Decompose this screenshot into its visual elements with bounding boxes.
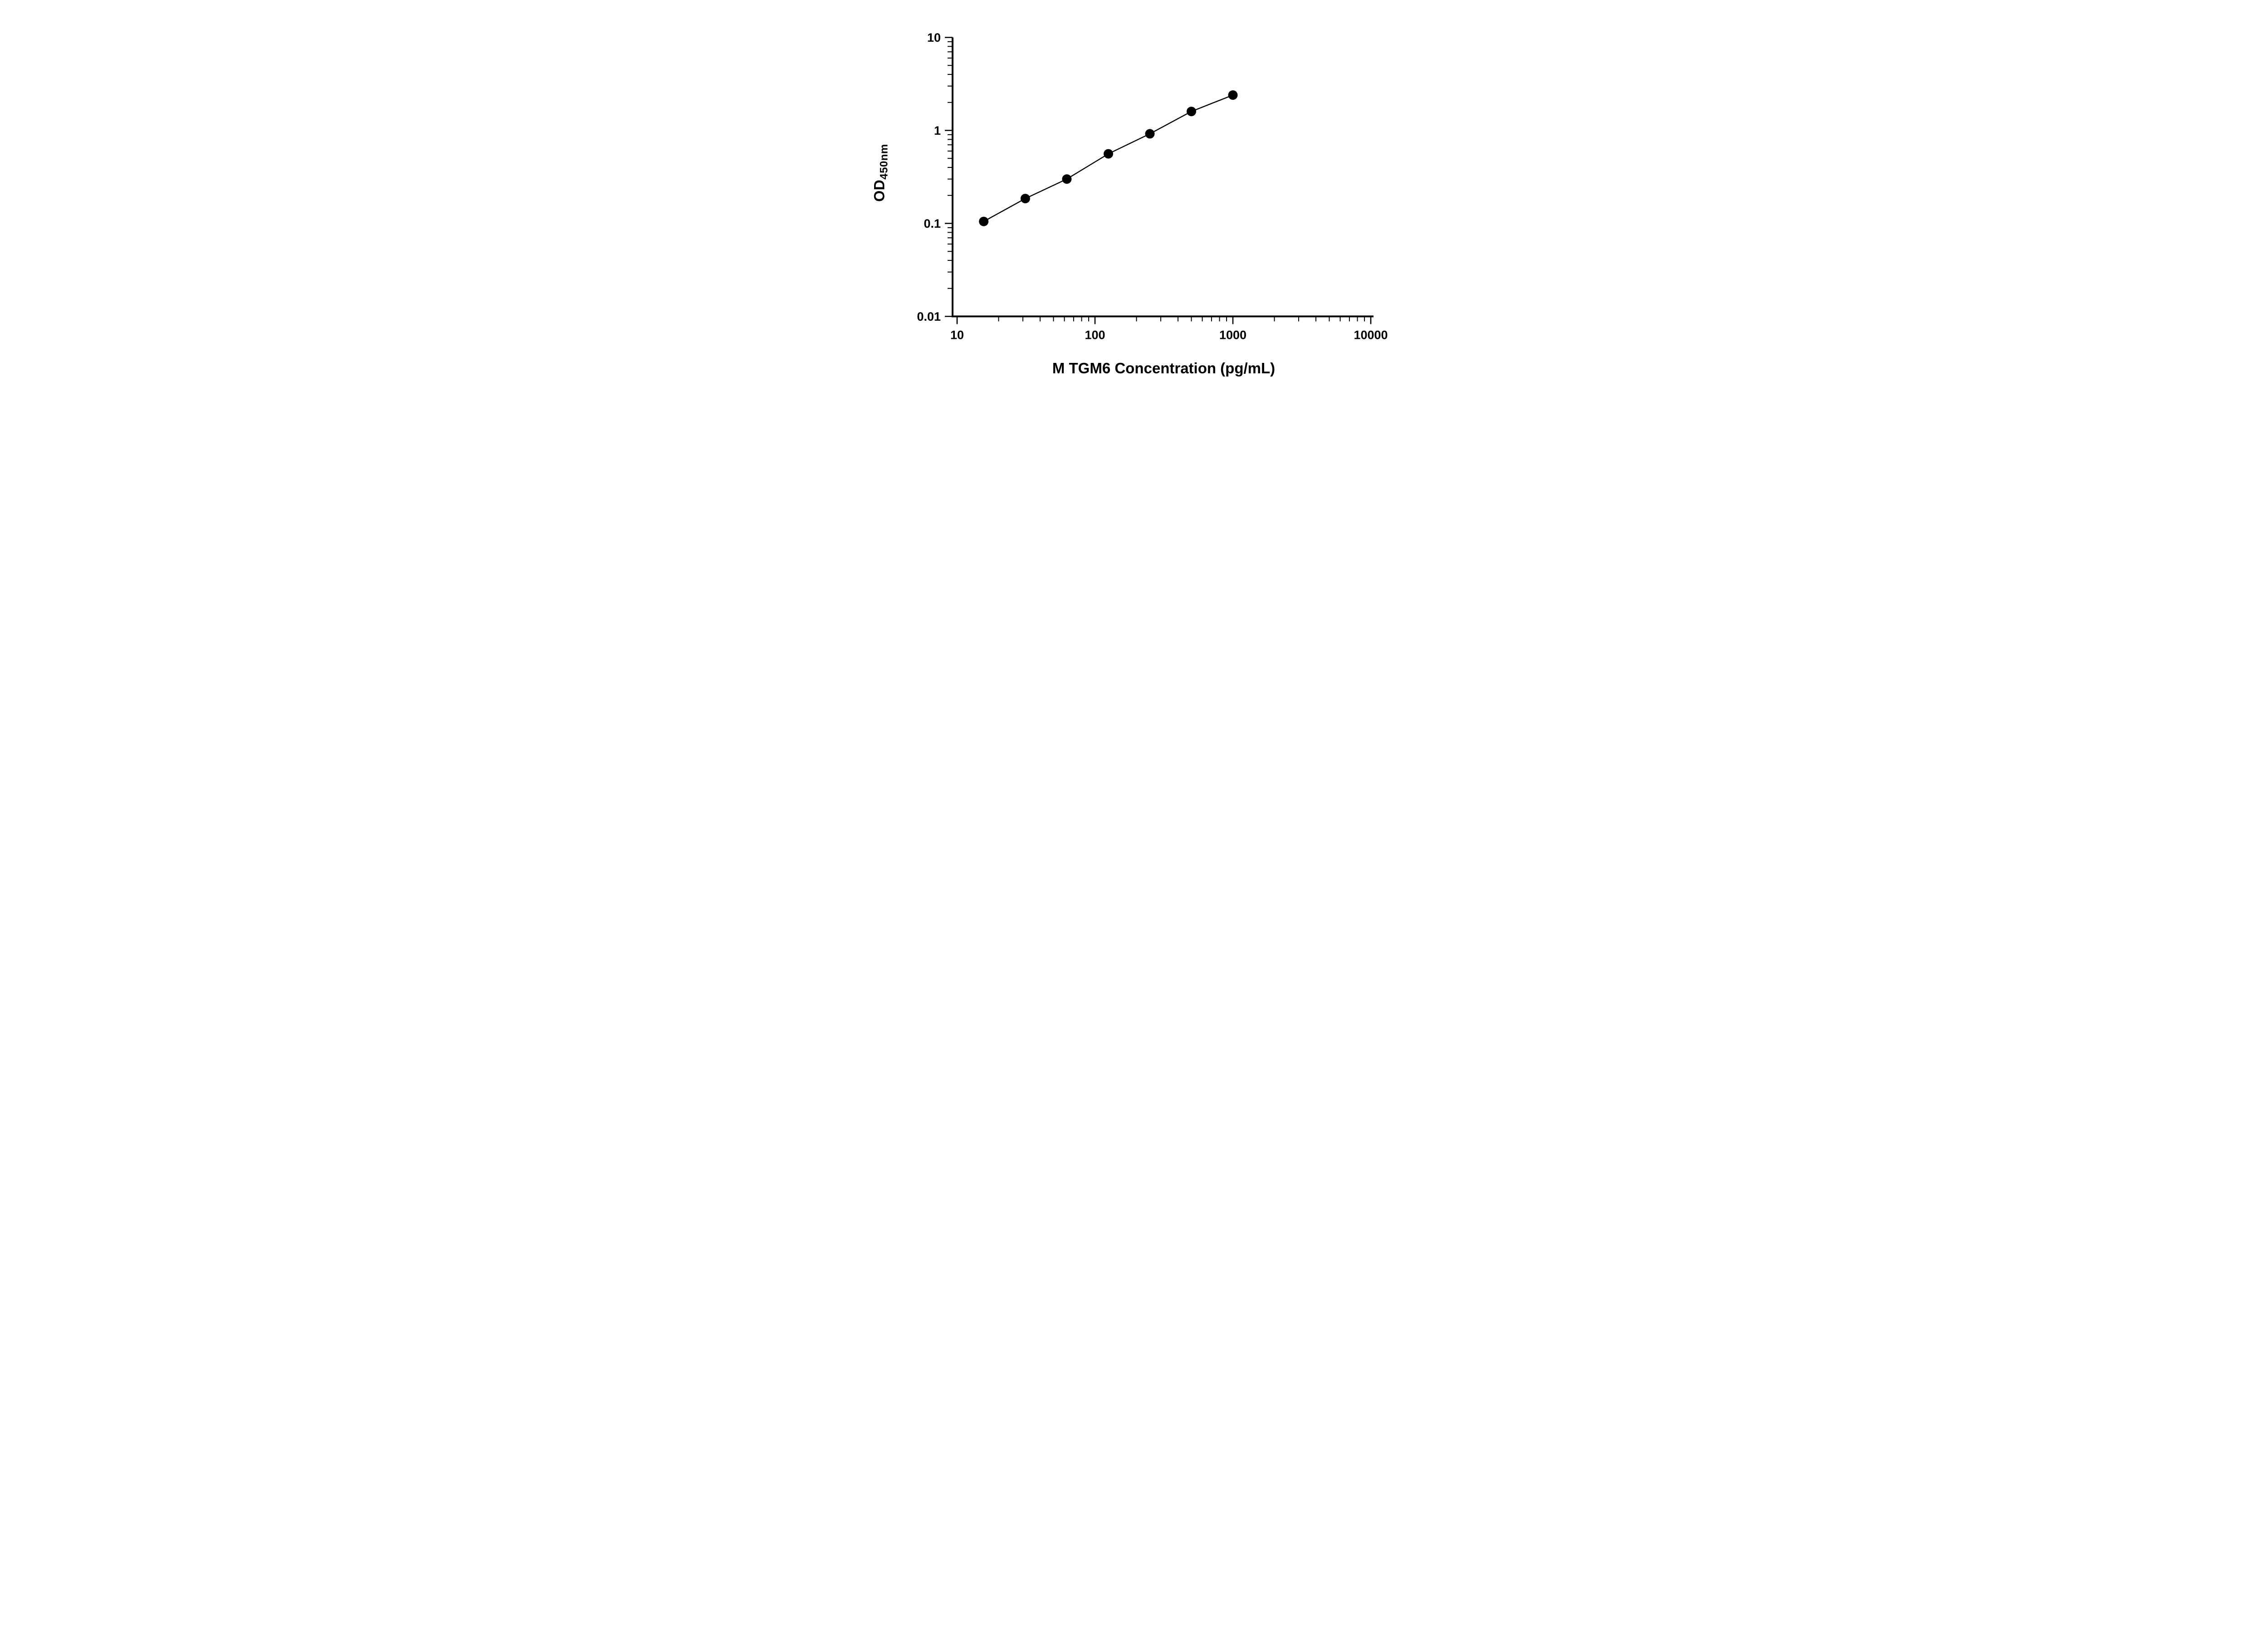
y-tick-label: 0.01	[917, 310, 941, 323]
x-tick-label: 1000	[1219, 328, 1246, 342]
y-tick-label: 10	[927, 31, 940, 44]
y-tick-label: 0.1	[924, 217, 941, 230]
x-tick-label: 10000	[1354, 328, 1388, 342]
data-point-marker	[1145, 129, 1154, 139]
standard-curve-chart: 10 100 1000 10000 10 1 0.1 0.01	[917, 31, 1388, 342]
y-axis-title: OD450nm	[871, 144, 890, 202]
y-axis-title-main: OD	[871, 179, 887, 202]
data-point-marker	[1228, 90, 1237, 100]
x-tick-label: 10	[950, 328, 963, 342]
elisa-standard-curve-figure: 10 100 1000 10000 10 1 0.1 0.01 OD450nm M TGM6 …	[842, 0, 1426, 408]
x-tick-label: 100	[1085, 328, 1105, 342]
y-tick-label: 1	[934, 124, 940, 137]
x-axis-title: M TGM6 Concentration (pg/mL)	[1052, 360, 1276, 376]
data-point-marker	[978, 216, 988, 226]
data-point-marker	[1186, 107, 1196, 117]
data-point-marker	[1103, 149, 1113, 159]
y-axis-title-sub: 450nm	[878, 144, 890, 180]
data-point-marker	[1061, 174, 1071, 184]
data-point-marker	[1020, 194, 1030, 204]
